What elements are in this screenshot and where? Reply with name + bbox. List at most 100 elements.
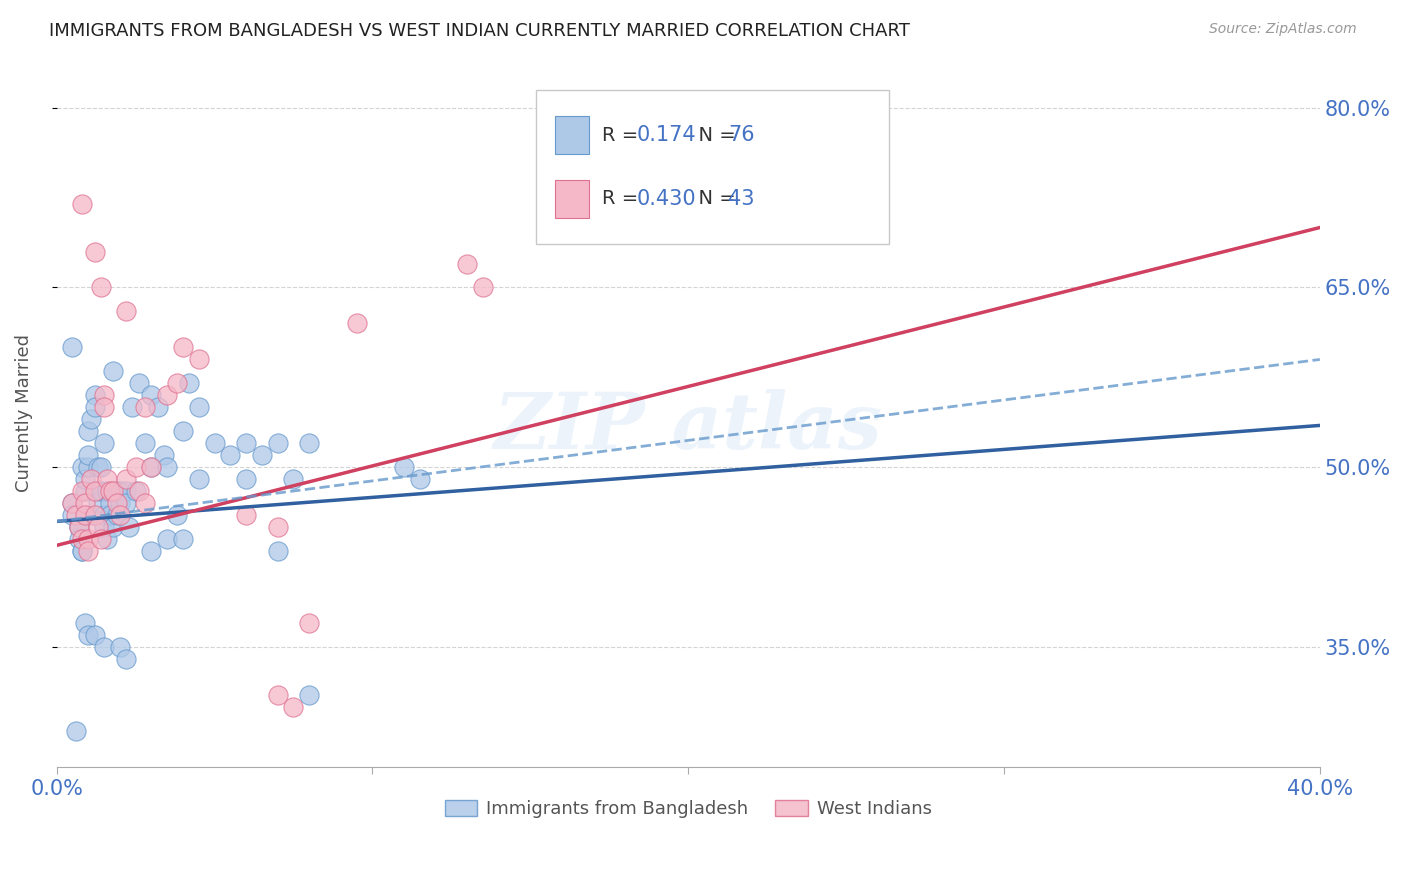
Point: [83, 401, 105, 415]
Point: [141, 544, 163, 558]
Point: [67, 520, 90, 534]
Point: [134, 496, 156, 510]
Point: [73, 496, 96, 510]
Point: [156, 388, 179, 402]
Point: [153, 449, 176, 463]
Point: [98, 496, 121, 510]
Y-axis label: Currently Married: Currently Married: [15, 334, 32, 492]
Point: [77, 533, 100, 547]
Point: [73, 472, 96, 486]
Point: [141, 460, 163, 475]
Point: [93, 436, 115, 450]
Point: [65, 508, 87, 523]
Point: [172, 533, 194, 547]
Point: [90, 484, 112, 499]
Point: [166, 508, 188, 523]
Point: [266, 688, 288, 702]
Point: [204, 436, 226, 450]
Point: [219, 449, 242, 463]
Text: ZIP atlas: ZIP atlas: [494, 389, 883, 466]
Point: [98, 508, 121, 523]
Text: N =: N =: [686, 189, 742, 208]
Text: Source: ZipAtlas.com: Source: ZipAtlas.com: [1209, 22, 1357, 37]
Point: [124, 460, 146, 475]
Point: [298, 616, 321, 631]
Point: [70, 533, 93, 547]
Point: [60, 341, 83, 355]
Point: [128, 484, 150, 499]
Point: [105, 496, 128, 510]
Point: [86, 484, 108, 499]
Point: [283, 472, 305, 486]
Point: [60, 508, 83, 523]
Point: [115, 304, 138, 318]
Point: [96, 472, 118, 486]
Point: [103, 484, 125, 499]
Point: [83, 388, 105, 402]
Point: [80, 412, 103, 426]
Point: [80, 508, 103, 523]
Point: [118, 520, 141, 534]
Point: [298, 688, 321, 702]
Point: [90, 280, 112, 294]
Text: R =: R =: [602, 126, 644, 145]
Point: [70, 196, 93, 211]
Point: [456, 256, 478, 270]
Point: [146, 401, 169, 415]
Point: [73, 616, 96, 631]
Point: [83, 244, 105, 259]
Point: [235, 472, 257, 486]
Point: [266, 544, 288, 558]
Point: [124, 484, 146, 499]
Point: [141, 388, 163, 402]
Point: [283, 700, 305, 714]
Point: [472, 280, 495, 294]
Point: [187, 352, 209, 367]
Point: [103, 520, 125, 534]
Text: N =: N =: [686, 126, 742, 145]
Point: [115, 496, 138, 510]
Point: [93, 388, 115, 402]
Point: [70, 460, 93, 475]
Point: [73, 484, 96, 499]
Point: [86, 460, 108, 475]
Point: [67, 520, 90, 534]
Point: [166, 376, 188, 391]
Point: [77, 544, 100, 558]
Point: [70, 544, 93, 558]
Point: [60, 496, 83, 510]
Point: [121, 401, 143, 415]
Point: [86, 520, 108, 534]
Point: [134, 436, 156, 450]
Point: [392, 460, 415, 475]
Text: 0.430: 0.430: [637, 189, 696, 209]
Point: [108, 496, 131, 510]
Legend: Immigrants from Bangladesh, West Indians: Immigrants from Bangladesh, West Indians: [437, 793, 939, 825]
Point: [93, 401, 115, 415]
Point: [77, 460, 100, 475]
Point: [70, 484, 93, 499]
Point: [93, 508, 115, 523]
Point: [409, 472, 432, 486]
Point: [179, 376, 201, 391]
Point: [103, 364, 125, 378]
Point: [96, 484, 118, 499]
Point: [70, 544, 93, 558]
Point: [73, 508, 96, 523]
Point: [235, 436, 257, 450]
Point: [115, 484, 138, 499]
Point: [266, 520, 288, 534]
Point: [83, 628, 105, 642]
Point: [250, 449, 273, 463]
Point: [86, 496, 108, 510]
Point: [187, 401, 209, 415]
Point: [93, 520, 115, 534]
Point: [67, 533, 90, 547]
Point: [346, 317, 368, 331]
Point: [172, 341, 194, 355]
Point: [115, 652, 138, 666]
Point: [108, 484, 131, 499]
Point: [156, 460, 179, 475]
Point: [141, 460, 163, 475]
Point: [128, 376, 150, 391]
